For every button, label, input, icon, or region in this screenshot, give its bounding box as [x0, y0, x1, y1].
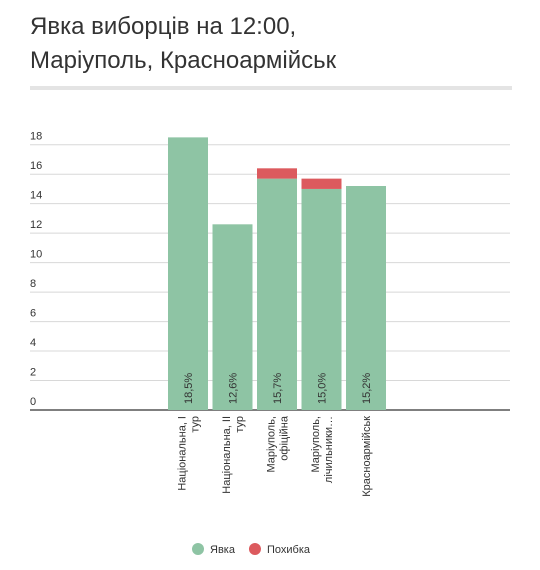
x-tick-label: Маріуполь,офіційна — [266, 415, 291, 472]
y-tick-label: 2 — [30, 367, 36, 379]
bar-segment — [212, 224, 253, 410]
x-tick-label: Красноармійськ — [361, 416, 373, 497]
legend-label: Похибка — [267, 544, 311, 556]
bar-segment — [301, 188, 342, 410]
x-tick-label: Національна, Iтур — [177, 416, 202, 491]
y-tick-label: 0 — [30, 396, 36, 408]
bar-segment — [346, 186, 386, 410]
x-tick-label: Національна, IIтур — [221, 416, 246, 494]
value-label: 15,0% — [317, 373, 329, 404]
y-tick-label: 6 — [30, 308, 36, 320]
value-label: 15,7% — [272, 373, 284, 404]
legend-swatch — [248, 543, 261, 555]
label-line: Маріуполь, — [266, 416, 278, 473]
legend-swatch — [192, 543, 204, 555]
value-label: 12,6% — [228, 373, 240, 404]
y-tick-label: 12 — [30, 219, 42, 231]
y-tick-label: 18 — [30, 131, 42, 143]
label-line: офіційна — [279, 415, 291, 461]
bar-segment — [257, 168, 297, 179]
label-line: лічильники… — [323, 416, 335, 483]
y-tick-label: 8 — [30, 278, 36, 290]
value-label: 18,5% — [183, 373, 195, 404]
bar-segment — [168, 137, 208, 411]
value-label: 15,2% — [361, 373, 373, 404]
label-line: Красноармійськ — [361, 416, 373, 497]
label-line: Маріуполь, — [310, 416, 322, 473]
y-tick-label: 4 — [30, 337, 36, 349]
chart-title: Явка виборців на 12:00, Маріуполь, Красн… — [30, 13, 337, 74]
y-tick-label: 16 — [30, 160, 42, 172]
y-tick-label: 14 — [30, 190, 42, 202]
label-line: Національна, II — [221, 416, 233, 494]
bar-segment — [257, 178, 297, 410]
y-tick-label: 10 — [30, 249, 42, 261]
label-line: тур — [190, 416, 202, 433]
label-line: тур — [234, 416, 246, 433]
x-tick-label: Маріуполь,лічильники… — [310, 416, 335, 483]
label-line: Національна, I — [177, 416, 189, 491]
legend-label: Явка — [210, 544, 236, 556]
title-rule — [30, 86, 512, 90]
bar-segment — [301, 178, 342, 189]
